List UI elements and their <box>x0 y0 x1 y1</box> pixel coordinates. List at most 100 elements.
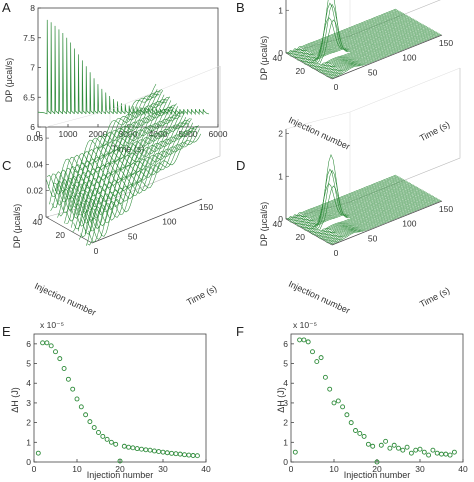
panel-e-point <box>108 439 114 445</box>
panel-a-ytick-label: 8 <box>30 3 35 13</box>
panel-e-ytick-label: 1 <box>26 437 31 447</box>
panel-b-trace <box>324 30 436 76</box>
panel-f-point <box>322 374 328 380</box>
panel-e-point <box>117 458 123 464</box>
panel-f-point <box>378 442 384 448</box>
panel-e-point <box>83 412 89 418</box>
panel-b-trace <box>315 25 427 71</box>
panel-e-point <box>87 419 93 425</box>
panel-d-ztick-label: 1 <box>278 171 283 181</box>
panel-f-xtick-label: 30 <box>415 464 425 474</box>
panel-e-point <box>134 446 140 452</box>
panel-b-trace <box>303 18 414 64</box>
panel-f-point <box>374 459 380 465</box>
panel-d-ytick-label: 50 <box>368 233 378 243</box>
panel-b-ztick-label: 0 <box>278 48 283 58</box>
panel-c-trace <box>45 83 157 197</box>
panel-b-trace <box>289 10 400 56</box>
panel-b-trace <box>313 24 424 70</box>
panel-c-trace <box>49 93 160 205</box>
panel-b-ytick-label: 0 <box>334 82 339 92</box>
panel-b-trace <box>312 23 423 69</box>
panel-e-exponent: x 10⁻⁵ <box>40 320 64 330</box>
panel-f-point <box>408 450 414 456</box>
panel-f-point <box>301 337 307 343</box>
panel-c-xtick-label: 40 <box>33 217 43 227</box>
panel-f-point <box>417 446 423 452</box>
panel-f-point <box>292 449 298 455</box>
panel-b-trace <box>318 26 429 72</box>
panel-e-point <box>74 396 80 402</box>
panel-c-ztick-label: 0.02 <box>26 186 43 196</box>
panel-e-ylabel: ΔH (J) <box>10 387 20 413</box>
panel-d-ylabel: Time (s) <box>418 285 452 309</box>
panel-b-trace <box>288 10 399 55</box>
panel-c-trace <box>73 110 184 230</box>
panel-d-trace <box>307 168 419 232</box>
panel-d-trace <box>289 176 400 222</box>
panel-a-ytick-label: 7.5 <box>23 33 35 43</box>
panel-f-point <box>344 412 350 418</box>
panel-b-trace <box>329 33 440 78</box>
panel-e-ytick-label: 5 <box>26 359 31 369</box>
panel-e-point <box>194 453 200 459</box>
panel-d-trace <box>311 185 422 235</box>
panel-e-point <box>65 376 71 382</box>
panel-e-point <box>53 349 58 355</box>
panel-e-point <box>190 453 196 458</box>
panel-f-point <box>439 451 444 457</box>
panel-f-point <box>365 441 371 447</box>
panel-f-point <box>331 400 337 406</box>
panel-e-point <box>147 447 153 453</box>
panel-b-trace <box>291 12 402 57</box>
panel-d-time-axis <box>331 200 443 246</box>
panel-b-trace <box>314 25 425 70</box>
panel-b-trace <box>296 14 407 60</box>
panel-b-ylabel: Time (s) <box>418 119 452 143</box>
panel-a-xtick-label: 1000 <box>59 129 78 139</box>
panel-d-trace <box>329 199 440 244</box>
panel-f-point <box>310 349 315 355</box>
panel-d-trace <box>314 191 425 236</box>
panel-c-ztick-label: 0.06 <box>26 133 43 143</box>
panel-b-time-axis <box>331 34 443 80</box>
panel-c-trace <box>57 99 168 218</box>
panel-d-trace <box>294 179 405 224</box>
panel-e-point <box>139 446 144 452</box>
panel-e-point <box>130 445 136 451</box>
panel-a-ytick-label: 7 <box>30 63 35 73</box>
panel-b-trace <box>319 27 430 73</box>
panel-b-trace <box>295 13 406 58</box>
panel-d-trace <box>290 177 401 223</box>
panel-c-trace <box>48 93 159 192</box>
panel-c-trace <box>66 103 177 222</box>
panel-b-trace <box>330 34 442 79</box>
panel-c-trace <box>50 91 161 212</box>
panel-e-xtick-label: 30 <box>158 464 168 474</box>
panel-c-plot: 0 0.02 0.04 0.06 40 20 0 50 100 150 <box>26 65 221 256</box>
panel-a-ytick-label: 6.5 <box>23 92 35 102</box>
panel-d-trace <box>291 178 402 223</box>
panel-f-point <box>430 447 436 453</box>
panel-e-point <box>173 451 179 457</box>
panel-e-point <box>126 444 132 450</box>
panel-f-ylabel: ΔH (J) <box>276 387 286 413</box>
panel-e-point <box>151 448 157 454</box>
panel-d-trace <box>299 182 410 227</box>
panel-f-point <box>400 447 406 453</box>
panel-d-trace <box>324 196 436 242</box>
panel-f-point <box>314 359 320 365</box>
panel-c-injection-axis <box>45 216 93 244</box>
panel-c-top-edge-left <box>45 109 111 128</box>
panel-e-point <box>91 425 97 430</box>
panel-f-point <box>348 420 354 426</box>
panel-f-point <box>327 386 333 392</box>
panel-f-point <box>335 398 341 404</box>
panel-d-trace <box>330 200 442 245</box>
panel-b-trace <box>317 26 428 71</box>
panel-c-trace <box>86 128 197 246</box>
panel-b-xtick-label: 20 <box>296 66 306 76</box>
